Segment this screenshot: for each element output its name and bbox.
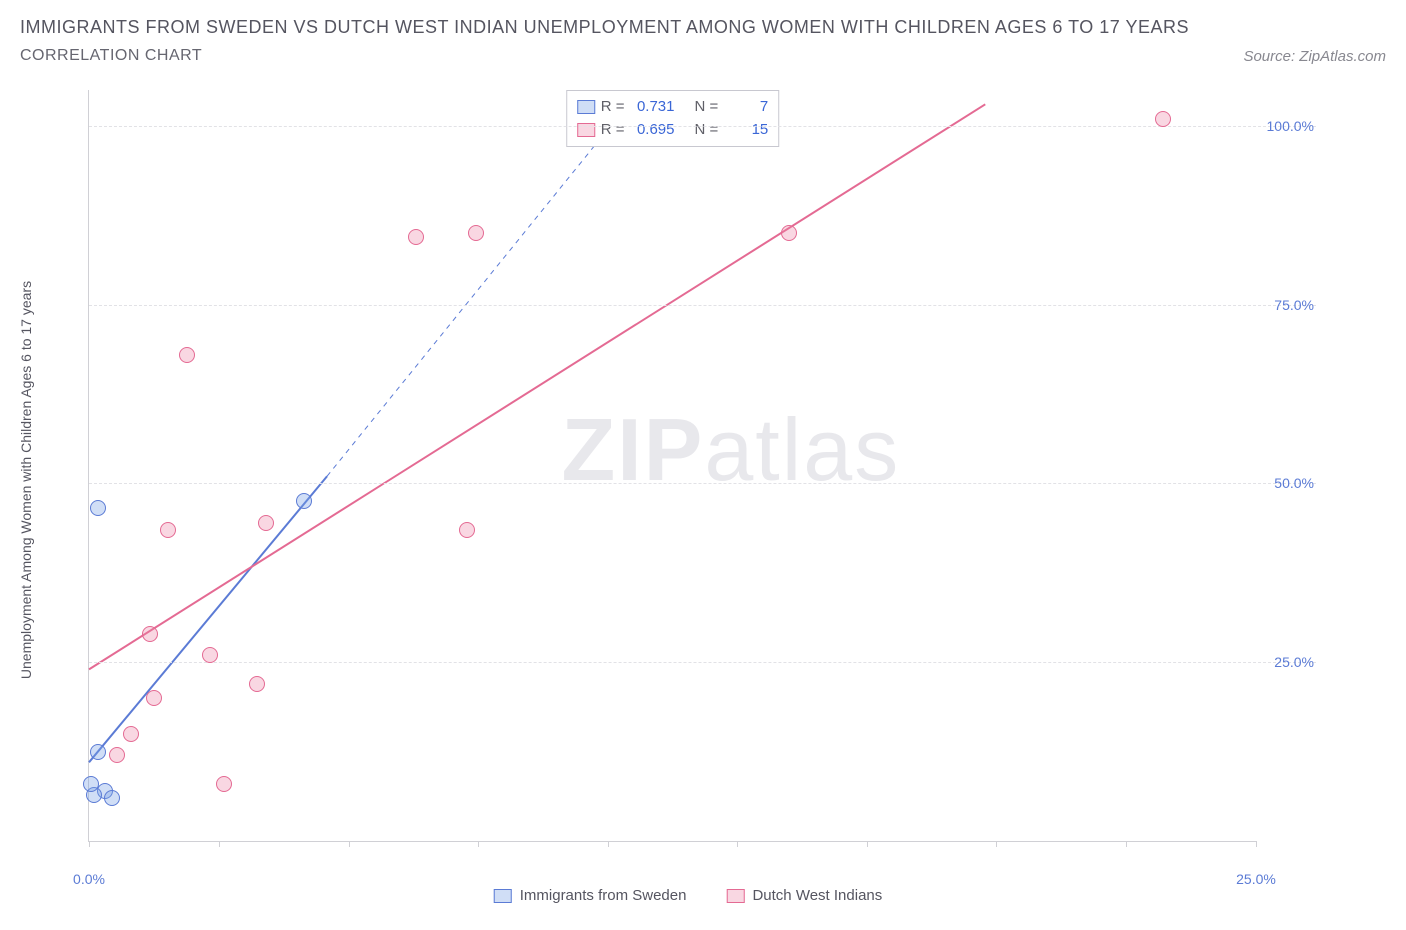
y-tick-label: 50.0% (1274, 475, 1314, 491)
x-tick (737, 841, 738, 847)
x-tick (349, 841, 350, 847)
gridline (89, 483, 1316, 484)
r-label-0: R = (601, 96, 625, 119)
data-point (258, 515, 274, 531)
data-point (160, 522, 176, 538)
y-tick-label: 25.0% (1274, 654, 1314, 670)
x-tick (219, 841, 220, 847)
n-label-0: N = (695, 96, 719, 119)
x-tick (89, 841, 90, 847)
data-point (1155, 111, 1171, 127)
gridline (89, 305, 1316, 306)
r-value-1: 0.695 (631, 119, 675, 142)
data-point (90, 500, 106, 516)
x-tick (1256, 841, 1257, 847)
n-value-1: 15 (724, 119, 768, 142)
x-tick (478, 841, 479, 847)
gridline (89, 126, 1316, 127)
trend-lines (89, 90, 1256, 841)
x-tick (608, 841, 609, 847)
data-point (296, 493, 312, 509)
data-point (109, 747, 125, 763)
watermark: ZIPatlas (561, 399, 900, 501)
x-tick (1126, 841, 1127, 847)
series-name-1: Dutch West Indians (752, 887, 882, 904)
n-label-1: N = (695, 119, 719, 142)
data-point (249, 676, 265, 692)
source-attribution: Source: ZipAtlas.com (1243, 48, 1386, 65)
data-point (104, 790, 120, 806)
series-legend: Immigrants from Sweden Dutch West Indian… (494, 887, 883, 904)
data-point (459, 522, 475, 538)
x-tick-label: 25.0% (1236, 871, 1276, 887)
gridline (89, 662, 1316, 663)
watermark-light: atlas (704, 400, 900, 499)
correlation-legend: R = 0.731 N = 7 R = 0.695 N = 15 (566, 90, 780, 147)
chart-header: IMMIGRANTS FROM SWEDEN VS DUTCH WEST IND… (0, 0, 1406, 73)
data-point (408, 229, 424, 245)
data-point (781, 225, 797, 241)
x-tick-label: 0.0% (73, 871, 105, 887)
r-label-1: R = (601, 119, 625, 142)
x-tick (996, 841, 997, 847)
watermark-bold: ZIP (561, 400, 704, 499)
data-point (202, 647, 218, 663)
chart-title: IMMIGRANTS FROM SWEDEN VS DUTCH WEST IND… (20, 14, 1386, 41)
y-tick-label: 100.0% (1267, 118, 1314, 134)
data-point (83, 776, 99, 792)
chart-subtitle: CORRELATION CHART (20, 47, 202, 65)
legend-swatch-b1 (726, 889, 744, 903)
y-axis-label: Unemployment Among Women with Children A… (18, 281, 34, 679)
legend-row-series-0: R = 0.731 N = 7 (577, 96, 769, 119)
subtitle-row: CORRELATION CHART Source: ZipAtlas.com (20, 47, 1386, 65)
data-point (90, 744, 106, 760)
legend-swatch-0 (577, 100, 595, 114)
legend-swatch-b0 (494, 889, 512, 903)
series-name-0: Immigrants from Sweden (520, 887, 687, 904)
legend-item-0: Immigrants from Sweden (494, 887, 687, 904)
legend-item-1: Dutch West Indians (726, 887, 882, 904)
r-value-0: 0.731 (631, 96, 675, 119)
plot-area: ZIPatlas R = 0.731 N = 7 R = 0.695 N = 1… (88, 90, 1256, 842)
correlation-scatter-chart: Unemployment Among Women with Children A… (60, 90, 1316, 870)
data-point (142, 626, 158, 642)
data-point (146, 690, 162, 706)
data-point (216, 776, 232, 792)
data-point (123, 726, 139, 742)
n-value-0: 7 (724, 96, 768, 119)
x-tick (867, 841, 868, 847)
data-point (468, 225, 484, 241)
data-point (179, 347, 195, 363)
legend-row-series-1: R = 0.695 N = 15 (577, 119, 769, 142)
y-tick-label: 75.0% (1274, 297, 1314, 313)
